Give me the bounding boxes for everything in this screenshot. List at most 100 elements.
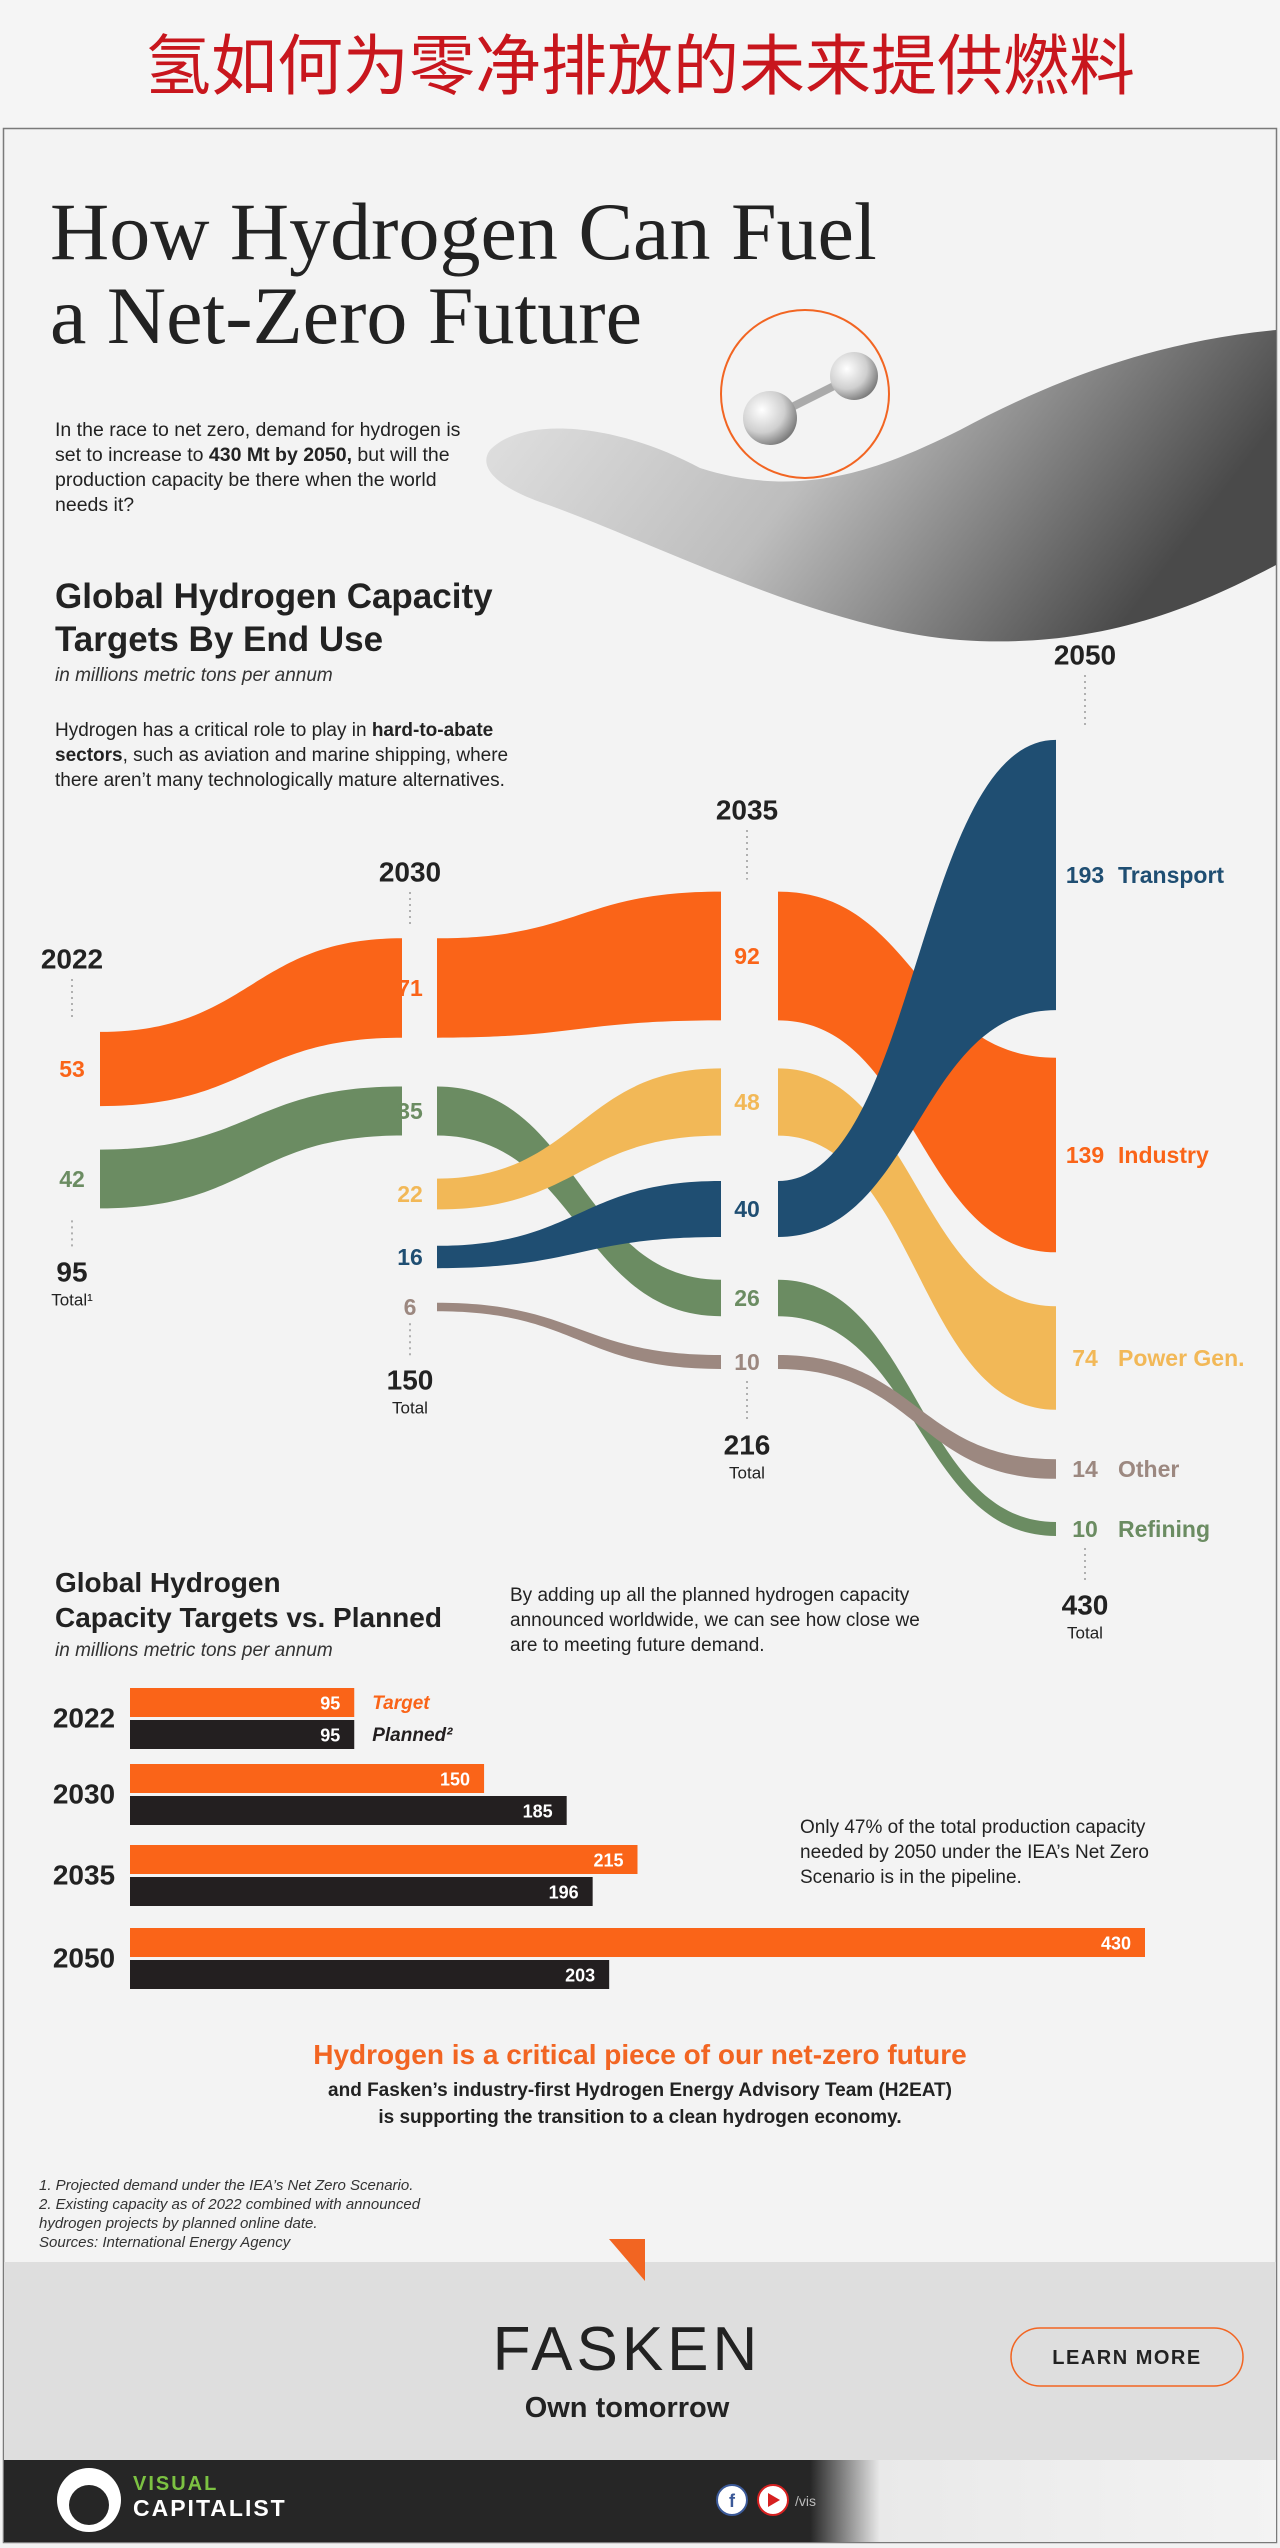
value-label: 35	[397, 1098, 423, 1124]
flow	[437, 1068, 721, 1210]
value-label: 150	[440, 1770, 470, 1790]
sponsor-tagline: Own tomorrow	[525, 2392, 730, 2424]
bar	[130, 1960, 610, 1989]
value-label: 22	[397, 1181, 423, 1207]
total-value: 216	[724, 1430, 771, 1461]
learn-more-button[interactable]	[1010, 2327, 1244, 2387]
flow	[437, 1181, 721, 1269]
value-label: 26	[734, 1285, 760, 1311]
value-label: 48	[734, 1089, 760, 1115]
chart-description: Hydrogen has a critical role to play in …	[55, 718, 535, 793]
category-label: 2050	[53, 1943, 115, 1974]
total-value: 95	[56, 1257, 87, 1288]
bar	[130, 1928, 1145, 1957]
series-label: Transport	[1118, 862, 1224, 888]
total-label: Total	[729, 1464, 765, 1483]
facebook-glyph[interactable]: f	[729, 2491, 736, 2511]
value-label: 16	[397, 1244, 423, 1270]
category-label: 2022	[53, 1703, 115, 1734]
chart-title: Capacity Targets vs. Planned	[55, 1602, 442, 1633]
text-run: Hydrogen has a critical role to play in	[55, 720, 372, 741]
value-label: 196	[549, 1883, 579, 1903]
year-label: 2035	[716, 795, 778, 826]
footnote: Sources: International Energy Agency	[39, 2234, 292, 2251]
value-label: 74	[1072, 1345, 1098, 1371]
banner-title: 氢如何为零净排放的未来提供燃料	[145, 29, 1135, 103]
social-handle: /vis	[795, 2493, 816, 2509]
cta-line: is supporting the transition to a clean …	[378, 2107, 901, 2128]
flow	[100, 938, 402, 1107]
legend-label: Planned²	[372, 1725, 453, 1746]
value-label: 215	[593, 1851, 623, 1871]
emphasis: hard-to-abate sectors	[55, 720, 494, 766]
hand-illustration	[486, 330, 1276, 642]
chart-title: Global Hydrogen Capacity	[55, 577, 493, 616]
text-run: but will the production capacity be ther…	[55, 444, 450, 516]
value-label: 10	[734, 1349, 760, 1375]
flow	[778, 1355, 1056, 1479]
brand-line: VISUAL	[133, 2473, 218, 2495]
highlight-circle	[720, 309, 890, 479]
cta-headline: Hydrogen is a critical piece of our net-…	[313, 2039, 966, 2070]
bar	[130, 1688, 355, 1717]
value-label: 95	[320, 1726, 340, 1746]
facebook-icon[interactable]	[716, 2484, 748, 2516]
bar	[130, 1720, 355, 1749]
emphasis: 430 Mt by 2050,	[208, 444, 353, 466]
chart-subtitle: in millions metric tons per annum	[55, 665, 333, 686]
bar	[130, 1764, 485, 1793]
series-label: Other	[1118, 1456, 1179, 1482]
text-run: In the race to net zero, demand for hydr…	[55, 419, 461, 466]
year-label: 2022	[41, 944, 103, 975]
value-label: 6	[404, 1294, 417, 1320]
value-label: 71	[397, 975, 423, 1001]
learn-more-label[interactable]: LEARN MORE	[1052, 2347, 1201, 2369]
total-label: Total	[1067, 1624, 1103, 1643]
bar	[130, 1796, 567, 1825]
total-label: Total¹	[51, 1291, 93, 1310]
intro-text: In the race to net zero, demand for hydr…	[55, 418, 465, 518]
series-label: Power Gen.	[1118, 1345, 1245, 1371]
brand-line: CAPITALIST	[133, 2495, 287, 2521]
series-label: Industry	[1118, 1142, 1209, 1168]
main-title: How Hydrogen Can Fuel	[50, 186, 877, 277]
value-label: 193	[1066, 862, 1104, 888]
value-label: 139	[1066, 1142, 1104, 1168]
chart-annotation: Only 47% of the total production capacit…	[800, 1817, 1149, 1888]
value-label: 10	[1072, 1516, 1098, 1542]
category-label: 2035	[53, 1860, 115, 1891]
molecule-atom	[743, 391, 797, 445]
value-label: 95	[320, 1694, 340, 1714]
chart-title: Targets By End Use	[55, 620, 383, 659]
footer-fade	[810, 2460, 1276, 2542]
total-value: 430	[1062, 1590, 1109, 1621]
cta-line: and Fasken’s industry-first Hydrogen Ene…	[328, 2080, 952, 2101]
value-label: 203	[565, 1966, 595, 1986]
molecule-atom	[830, 352, 878, 400]
bar	[130, 1877, 593, 1906]
bar	[130, 1845, 638, 1874]
flow	[437, 891, 721, 1038]
flow	[437, 1302, 721, 1369]
flow	[437, 1086, 721, 1317]
logo-mark-inner	[69, 2485, 109, 2525]
total-label: Total	[392, 1399, 428, 1418]
value-label: 14	[1072, 1456, 1098, 1482]
value-label: 185	[523, 1802, 553, 1822]
flow	[778, 739, 1056, 1237]
flow	[100, 1086, 402, 1209]
text-run: , such as aviation and marine shipping, …	[55, 745, 509, 791]
chart-title: Global Hydrogen	[55, 1567, 281, 1598]
year-label: 2050	[1054, 640, 1116, 671]
value-label: 53	[59, 1056, 85, 1082]
value-label: 42	[59, 1166, 85, 1192]
total-value: 150	[387, 1365, 434, 1396]
main-title: a Net-Zero Future	[50, 270, 642, 361]
legend-label: Target	[372, 1693, 430, 1714]
footnote: 2. Existing capacity as of 2022 combined…	[38, 2196, 421, 2213]
chart-description: By adding up all the planned hydrogen ca…	[510, 1585, 920, 1656]
youtube-glyph[interactable]	[768, 2493, 780, 2507]
value-label: 92	[734, 943, 760, 969]
